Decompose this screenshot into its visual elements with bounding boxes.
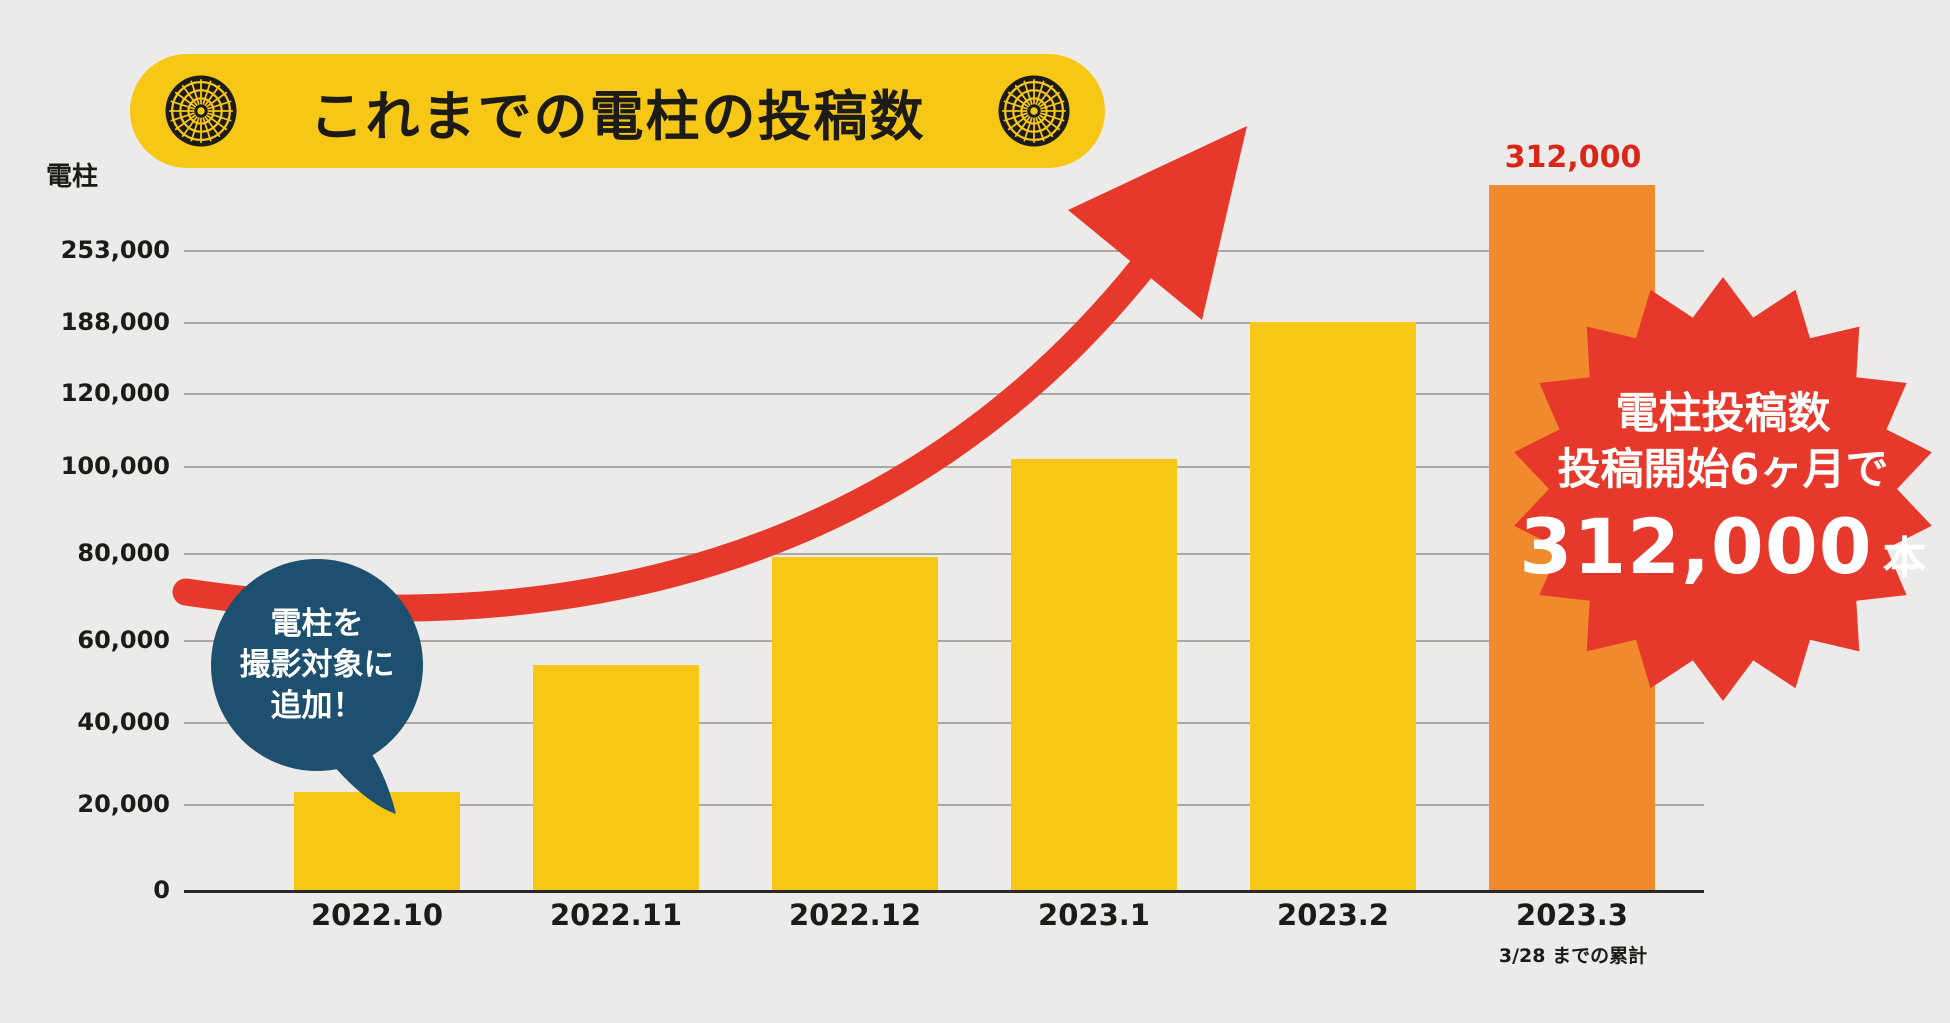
cumulative-date-note: 3/28 までの累計 [1498, 945, 1648, 967]
chart-title: これまでの電柱の投稿数 [309, 84, 926, 148]
bar-2023.1 [1011, 458, 1177, 890]
y-tick-label: 100,000 [60, 452, 170, 480]
manhole-rosette-icon [998, 75, 1070, 147]
starburst-badge-text: 電柱投稿数 投稿開始6ヶ月で 312,000 本 [1513, 386, 1933, 591]
gridline-60,000 [184, 640, 1704, 642]
y-tick-label: 0 [153, 876, 170, 904]
x-tick-label: 2022.10 [310, 898, 444, 932]
badge-line-2: 投稿開始6ヶ月で [1557, 445, 1889, 495]
y-tick-label: 20,000 [77, 790, 170, 818]
speech-bubble-text: 電柱を 撮影対象に 追加！ [207, 604, 427, 727]
speech-bubble-line: 電柱を [270, 606, 364, 642]
manhole-rosette-icon [165, 75, 237, 147]
title-banner: これまでの電柱の投稿数 [130, 54, 1105, 168]
x-tick-label: 2023.1 [1038, 898, 1150, 932]
highlight-bar-value-label: 312,000 [1504, 140, 1642, 175]
y-tick-label: 120,000 [60, 379, 170, 407]
badge-unit: 本 [1882, 533, 1927, 584]
bar-2023.2 [1250, 322, 1416, 890]
badge-number: 312,000 [1519, 502, 1873, 591]
y-axis-unit-label: 電柱 [46, 162, 99, 192]
y-tick-label: 80,000 [77, 539, 170, 567]
x-tick-label: 2022.12 [788, 898, 922, 932]
bar-2022.11 [533, 664, 699, 890]
gridline-253,000 [184, 250, 1704, 252]
gridline-40,000 [184, 722, 1704, 724]
gridline-120,000 [184, 393, 1704, 395]
gridline-188,000 [184, 322, 1704, 324]
x-tick-label: 2023.2 [1277, 898, 1389, 932]
badge-number-row: 312,000 本 [1513, 502, 1933, 591]
gridline-80,000 [184, 553, 1704, 555]
x-tick-label: 2023.3 [1516, 898, 1628, 932]
gridline-20,000 [184, 804, 1704, 806]
bar-2022.10 [294, 791, 460, 890]
bar-2022.12 [772, 557, 938, 890]
y-tick-label: 40,000 [77, 708, 170, 736]
gridline-100,000 [184, 466, 1704, 468]
badge-line-1: 電柱投稿数 [1615, 389, 1831, 439]
y-tick-label: 188,000 [60, 308, 170, 336]
y-tick-label: 253,000 [60, 236, 170, 264]
speech-bubble-line: 撮影対象に [239, 647, 395, 683]
speech-bubble-line: 追加！ [270, 688, 364, 724]
y-tick-label: 60,000 [77, 626, 170, 654]
x-axis-line [184, 890, 1704, 893]
x-tick-label: 2022.11 [549, 898, 683, 932]
